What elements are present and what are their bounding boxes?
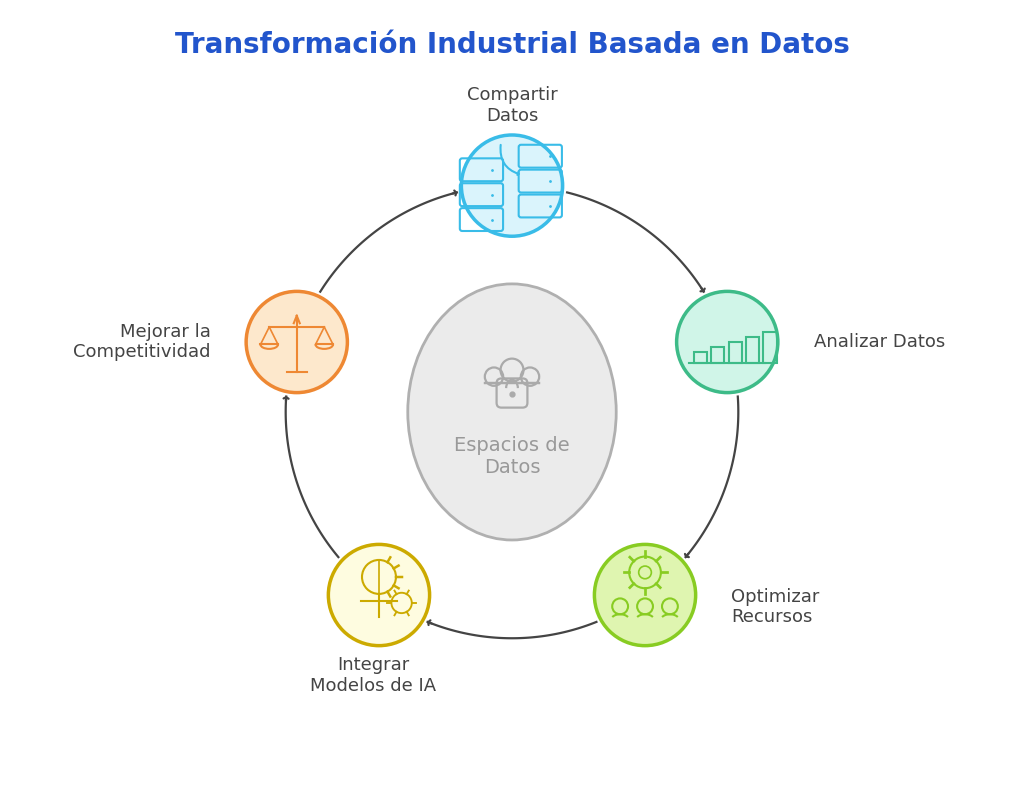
Text: Espacios de
Datos: Espacios de Datos — [455, 436, 569, 477]
Text: Optimizar
Recursos: Optimizar Recursos — [731, 588, 820, 626]
Circle shape — [246, 292, 347, 393]
Text: Mejorar la
Competitividad: Mejorar la Competitividad — [73, 322, 210, 361]
Circle shape — [594, 544, 695, 646]
Text: Integrar
Modelos de IA: Integrar Modelos de IA — [310, 656, 436, 695]
Circle shape — [677, 292, 778, 393]
Circle shape — [462, 135, 562, 236]
Ellipse shape — [408, 284, 616, 540]
Text: Transformación Industrial Basada en Datos: Transformación Industrial Basada en Dato… — [174, 31, 850, 59]
FancyBboxPatch shape — [484, 371, 540, 384]
Text: Compartir
Datos: Compartir Datos — [467, 85, 557, 125]
Text: Analizar Datos: Analizar Datos — [814, 333, 945, 351]
Circle shape — [329, 544, 430, 646]
